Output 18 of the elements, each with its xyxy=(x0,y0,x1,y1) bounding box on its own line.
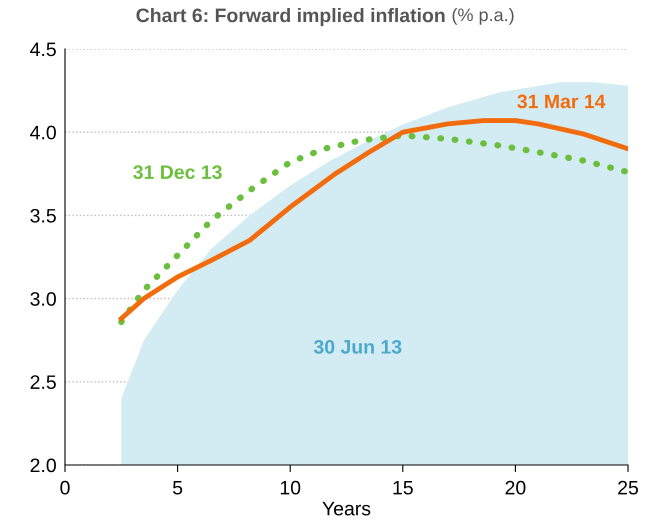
x-tick-label: 20 xyxy=(506,480,526,495)
series-label: 31 Mar 14 xyxy=(517,94,606,108)
y-tick-label: 4.5 xyxy=(30,42,56,56)
series-label: 31 Dec 13 xyxy=(133,165,222,180)
x-axis-title: Years xyxy=(322,502,370,516)
x-tick-label: 0 xyxy=(60,480,70,495)
y-tick-label: 2.0 xyxy=(30,458,56,472)
x-tick-label: 25 xyxy=(618,480,638,495)
chart-title: Chart 6: Forward implied inflation xyxy=(136,8,445,26)
x-tick-label: 15 xyxy=(393,480,413,495)
y-tick-label: 2.5 xyxy=(30,375,56,390)
y-tick-label: 3.0 xyxy=(30,292,56,306)
x-tick-label: 10 xyxy=(280,480,300,495)
chart-subtitle: (% p.a.) xyxy=(452,8,514,25)
y-tick-label: 3.5 xyxy=(30,208,56,223)
x-tick-label: 5 xyxy=(172,480,182,495)
y-tick-label: 4.0 xyxy=(30,126,56,140)
series-label: 30 Jun 13 xyxy=(314,340,402,354)
